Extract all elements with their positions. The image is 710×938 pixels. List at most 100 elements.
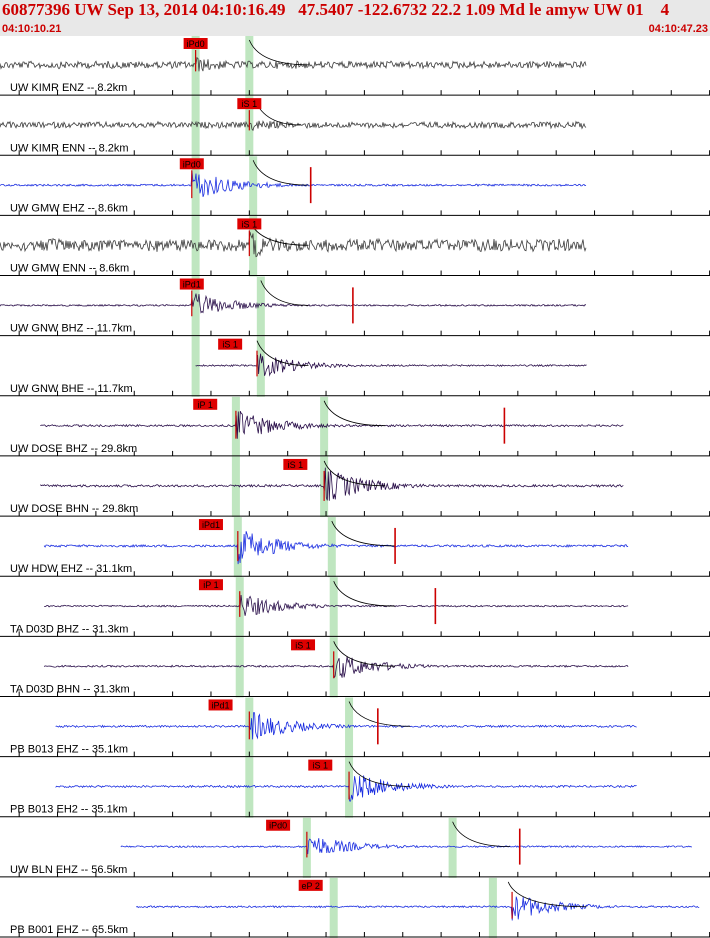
coda-curve <box>348 701 411 727</box>
coda-curve <box>323 400 386 427</box>
pick-label-box <box>179 278 204 290</box>
station-label: PB B001 EHZ -- 65.5km <box>10 924 128 936</box>
trace-row: iS 1 UW GNW BHE -- 11.7km <box>0 336 710 397</box>
coda-curve <box>348 761 411 787</box>
pick-label-text: iS 1 <box>313 761 329 771</box>
coda-curve <box>331 520 395 547</box>
trace-row: iPd1 PB B013 EHZ -- 35.1km <box>0 697 710 758</box>
trace-row: iS 1 PB B013 EH2 -- 35.1km <box>0 757 710 818</box>
pick-label-text: iPd1 <box>212 700 230 710</box>
station-label: UW HDW EHZ -- 31.1km <box>10 563 132 575</box>
pick-label: iS 1 <box>237 218 262 230</box>
pick-window <box>191 276 200 337</box>
pick-label: iPd0 <box>183 38 208 49</box>
end-time-label: 04:10:47.23 <box>648 23 708 35</box>
pick-label-box <box>208 699 233 711</box>
pick-window <box>345 697 354 758</box>
pick-window <box>256 336 265 397</box>
pick-label-text: iPd0 <box>187 39 205 49</box>
pick-label-box <box>298 879 323 891</box>
pick-label-text: iPd0 <box>183 159 201 169</box>
pick-label-text: iPd0 <box>269 821 287 831</box>
waveform <box>55 775 637 802</box>
coda-curve <box>252 160 309 186</box>
pick-window <box>231 456 240 518</box>
pick-label: eP 2 <box>298 879 323 891</box>
coda-curve <box>248 39 309 66</box>
pick-label-text: iS 1 <box>295 640 311 650</box>
station-label: UW KIMR ENN -- 8.2km <box>10 142 129 154</box>
pick-label: iPd0 <box>266 819 291 831</box>
trace-row: iPd1 UW HDW EHZ -- 31.1km <box>0 517 710 578</box>
station-label: UW KIMR ENZ -- 8.2km <box>10 82 127 94</box>
pick-label: iPd1 <box>198 519 223 531</box>
pick-window <box>245 36 254 97</box>
pick-label-box <box>308 759 333 771</box>
pick-window <box>448 817 457 878</box>
waveform <box>0 120 587 132</box>
waveform <box>120 838 692 855</box>
header-bar: 60877396 UW Sep 13, 2014 04:10:16.49 47.… <box>0 0 710 36</box>
waveform <box>195 353 587 377</box>
pick-window <box>327 517 336 578</box>
trace-row: iPd0 UW BLN EHZ -- 56.5km <box>0 817 710 878</box>
station-label: UW BLN EHZ -- 56.5km <box>10 864 127 876</box>
pick-label-text: iPd1 <box>202 520 220 530</box>
waveform <box>40 467 624 501</box>
pick-label-text: iS 1 <box>242 219 258 229</box>
waveform <box>0 293 587 314</box>
pick-window <box>191 336 200 397</box>
waveform <box>0 231 587 258</box>
waveform <box>40 411 624 439</box>
pick-window <box>191 96 200 157</box>
station-label: UW GNW BHZ -- 11.7km <box>10 323 132 335</box>
pick-label: iPd1 <box>208 699 233 711</box>
event-title: 60877396 UW Sep 13, 2014 04:10:16.49 47.… <box>2 0 670 19</box>
station-label: PB B013 EHZ -- 35.1km <box>10 744 128 756</box>
pick-window <box>329 877 338 938</box>
pick-label-box <box>198 579 223 591</box>
waveform <box>55 712 637 740</box>
pick-label-box <box>283 458 308 470</box>
coda-curve <box>333 581 395 607</box>
station-label: UW GMW EHZ -- 8.6km <box>10 202 128 214</box>
pick-label-text: iS 1 <box>288 460 304 470</box>
pick-window <box>256 276 265 337</box>
trace-row: eP 2 PB B001 EHZ -- 65.5km <box>0 877 710 938</box>
station-label: UW GMW ENN -- 8.6km <box>10 263 129 275</box>
coda-curve <box>333 641 395 667</box>
pick-label-text: iP 1 <box>198 400 213 410</box>
station-label: PB B013 EH2 -- 35.1km <box>10 804 127 816</box>
trace-row: iS 1 UW DOSE BHN -- 29.8km <box>0 456 710 518</box>
trace-row: iPd1 UW GNW BHZ -- 11.7km <box>0 276 710 337</box>
pick-label: iS 1 <box>237 98 262 110</box>
pick-label: iP 1 <box>198 579 223 591</box>
trace-row: iP 1 TA D03D BHZ -- 31.3km <box>0 577 710 638</box>
pick-label-text: iP 1 <box>203 580 218 590</box>
trace-row: iS 1 TA D03D BHN -- 31.3km <box>0 637 710 698</box>
waveform <box>44 594 629 616</box>
coda-curve <box>256 340 309 366</box>
trace-row: iS 1 UW GMW ENN -- 8.6km <box>0 216 710 277</box>
pick-window <box>191 156 200 217</box>
pick-label-text: iS 1 <box>222 340 238 350</box>
waveform <box>43 656 629 679</box>
station-label: TA D03D BHN -- 31.3km <box>10 683 130 695</box>
pick-label-box <box>237 218 262 230</box>
pick-label: iS 1 <box>308 759 333 771</box>
pick-label-box <box>291 639 316 651</box>
coda-curve <box>254 99 301 126</box>
seismogram-panel: iPd0 UW KIMR ENZ -- 8.2km iS 1 UW KIMR ENN … <box>0 36 710 938</box>
coda-curve <box>452 821 510 847</box>
station-label: UW DOSE BHN -- 29.8km <box>10 503 138 515</box>
pick-label-text: iS 1 <box>242 99 258 109</box>
trace-row: iS 1 UW KIMR ENN -- 8.2km <box>0 96 710 157</box>
start-time-label: 04:10:10.21 <box>2 23 62 35</box>
pick-label-text: eP 2 <box>302 881 320 891</box>
waveform <box>135 896 700 921</box>
trace-row: iPd0 UW KIMR ENZ -- 8.2km <box>0 36 710 97</box>
pick-label: iS 1 <box>218 338 243 350</box>
pick-label-box <box>193 398 218 410</box>
pick-label-text: iPd1 <box>183 280 201 290</box>
pick-window <box>245 757 254 818</box>
